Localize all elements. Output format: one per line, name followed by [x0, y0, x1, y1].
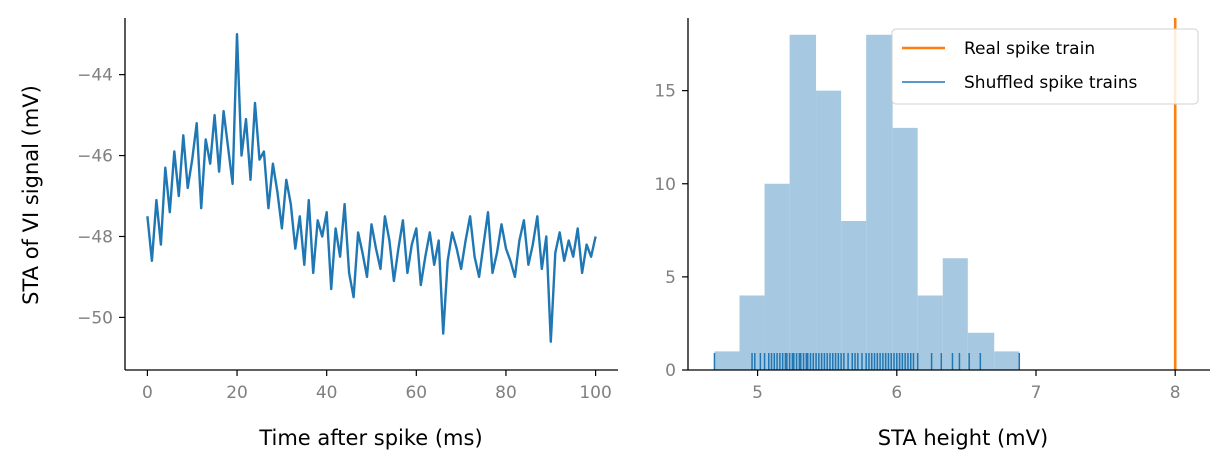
- legend-box: [891, 28, 1199, 105]
- left-x-tick-label: 60: [405, 383, 427, 403]
- histogram-bar: [714, 351, 740, 370]
- right-y-tick-label: 10: [654, 175, 676, 195]
- sta-trace-plot-area: [146, 33, 597, 343]
- left-x-axis-label: Time after spike (ms): [258, 426, 482, 450]
- left-y-tick-label: −48: [77, 227, 113, 247]
- histogram-bar: [866, 34, 893, 371]
- left-y-tick-label: −50: [77, 308, 113, 328]
- histogram-bar: [789, 34, 817, 371]
- left-y-tick-label: −46: [77, 147, 113, 167]
- sta-trace-panel: 0 20 40 60 80 100 −50 −48 −46 −44 Time after spik…: [19, 18, 618, 450]
- histogram-bar: [994, 351, 1020, 370]
- histogram-bars: [714, 34, 1020, 371]
- right-x-tick-label: 5: [752, 383, 763, 403]
- right-x-tick-label: 8: [1170, 383, 1181, 403]
- left-y-tick-label: −44: [77, 66, 113, 86]
- left-y-axis-label: STA of VI signal (mV): [19, 85, 43, 305]
- histogram-bar: [917, 295, 943, 370]
- right-x-axis-label: STA height (mV): [878, 426, 1048, 450]
- right-axis-ticks: 5 6 7 8 0 5 10 15: [654, 82, 1180, 403]
- right-x-tick-label: 7: [1031, 383, 1042, 403]
- left-x-tick-label: 20: [226, 383, 248, 403]
- legend-label-real: Real spike train: [964, 39, 1095, 59]
- right-x-tick-label: 6: [891, 383, 902, 403]
- sta-trace-line: [146, 33, 597, 343]
- histogram-bar: [816, 90, 842, 370]
- legend-label-shuffled: Shuffled spike trains: [964, 73, 1137, 93]
- histogram-bar: [942, 258, 968, 370]
- shuffled-rug-marks: [713, 353, 1021, 370]
- right-y-tick-label: 15: [654, 82, 676, 102]
- left-x-tick-label: 0: [142, 383, 153, 403]
- left-x-tick-label: 100: [579, 383, 611, 403]
- right-y-tick-label: 5: [665, 268, 676, 288]
- left-x-tick-label: 40: [316, 383, 338, 403]
- left-x-tick-label: 80: [495, 383, 517, 403]
- histogram-bar: [892, 127, 918, 370]
- right-y-tick-label: 0: [665, 361, 676, 381]
- left-axis-ticks: 0 20 40 60 80 100 −50 −48 −46 −44: [77, 66, 612, 403]
- histogram-bar: [841, 221, 867, 370]
- histogram-bar: [764, 183, 790, 370]
- sta-height-histogram-panel: 5 6 7 8 0 5 10 15 STA height (mV) Real spike tr…: [654, 18, 1210, 450]
- legend: Real spike train Shuffled spike trains: [891, 28, 1199, 105]
